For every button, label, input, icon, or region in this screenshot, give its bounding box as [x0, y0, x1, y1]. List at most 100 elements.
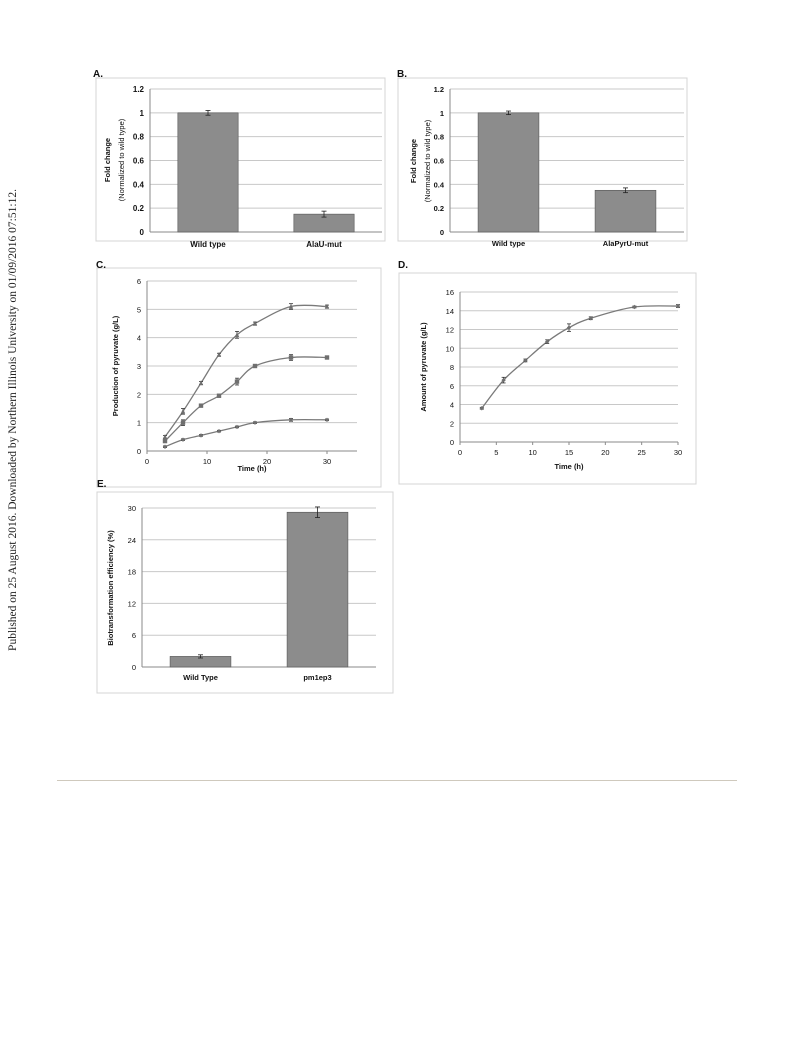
x-tick-label: 0 [145, 457, 149, 466]
y-tick-label: 1.2 [434, 85, 444, 94]
data-point [523, 358, 528, 363]
y-tick-label: 12 [446, 326, 454, 335]
y-tick-label: 30 [128, 504, 136, 513]
data-point [288, 355, 294, 360]
panel-letter: E. [97, 479, 107, 490]
bar [286, 511, 349, 668]
y-tick-label: 18 [128, 568, 136, 577]
data-point [180, 408, 186, 414]
chart-frame [96, 491, 394, 694]
series-line [164, 418, 328, 448]
y-axis-label: Biotransformation efficiency (%) [106, 530, 115, 646]
data-point [162, 444, 168, 449]
y-tick-label: 1.2 [133, 85, 145, 94]
data-point [675, 303, 681, 309]
y-tick-label: 10 [446, 344, 454, 353]
bar [594, 189, 657, 233]
x-tick-label: 5 [494, 448, 498, 457]
data-point [252, 363, 258, 369]
data-point [252, 420, 258, 425]
panel-c-chart: C. 0 1 2 3 4 5 6 Production of pyruvate (g/L) 0 10… [96, 260, 382, 488]
x-axis-label: Time (h) [554, 462, 584, 471]
x-tick-label: 0 [458, 448, 462, 457]
series-line [481, 305, 679, 409]
data-point [588, 316, 593, 321]
y-axis-label: Amount of pyruvate (g/L) [419, 322, 428, 412]
chart-frame [398, 272, 697, 485]
data-point [234, 379, 240, 384]
y-tick-label: 1 [140, 109, 145, 118]
data-point [545, 339, 550, 344]
data-point [162, 438, 168, 444]
category-label: AlaPyrU-mut [603, 239, 649, 248]
y-tick-label: 3 [137, 362, 141, 371]
y-tick-label: 0.6 [434, 157, 444, 166]
panel-letter: D. [398, 260, 408, 271]
panel-letter: A. [93, 69, 103, 80]
series-line [164, 356, 328, 442]
y-tick-label: 6 [132, 631, 136, 640]
panel-d-chart: D. 0 2 4 6 8 10 12 14 16 Amount of pyruvate (g/L) 0… [398, 260, 697, 485]
category-label: Wild type [190, 240, 226, 249]
x-tick-label: 30 [674, 448, 682, 457]
y-tick-label: 0 [440, 228, 444, 237]
data-point [180, 437, 186, 442]
y-tick-label: 16 [446, 288, 454, 297]
y-tick-label: 8 [450, 363, 454, 372]
x-axis-label: Time (h) [237, 464, 267, 473]
category-label: pm1ep3 [303, 673, 331, 682]
data-point [162, 434, 168, 440]
chart-frame [96, 267, 382, 488]
y-tick-label: 4 [450, 401, 454, 410]
data-point [216, 351, 222, 357]
y-tick-label: 0 [140, 228, 145, 237]
data-point [288, 303, 294, 309]
y-axis-label: Production of pyruvate (g/L) [111, 315, 120, 416]
y-tick-label: 6 [137, 277, 141, 286]
y-tick-label: 2 [137, 390, 141, 399]
y-tick-label: 0 [132, 663, 136, 672]
x-tick-label: 15 [565, 448, 573, 457]
y-tick-label: 0.2 [133, 204, 145, 213]
y-tick-label: 0.2 [434, 204, 444, 213]
x-tick-label: 20 [263, 457, 271, 466]
panel-a-chart: A. 0 0.2 0.4 0.6 0.8 1 1.2 Fold change (Normalize… [93, 69, 386, 249]
x-tick-label: 25 [637, 448, 645, 457]
y-tick-label: 1 [137, 419, 141, 428]
category-label: Wild Type [183, 673, 218, 682]
category-label: AlaU-mut [306, 240, 342, 249]
data-point [288, 417, 294, 423]
y-tick-label: 6 [450, 382, 454, 391]
x-tick-label: 10 [203, 457, 211, 466]
x-tick-label: 30 [323, 457, 331, 466]
y-tick-label: 0.6 [133, 157, 145, 166]
data-point [324, 417, 330, 423]
data-point [252, 320, 258, 326]
data-point [324, 303, 330, 309]
data-point [501, 377, 506, 383]
data-point [198, 380, 204, 386]
y-axis-label-secondary: (Normalized to wild type) [117, 118, 126, 201]
panel-b-chart: B. 0 0.2 0.4 0.6 0.8 1 1.2 Fold change (Normalize… [397, 69, 688, 248]
chart-frame [95, 77, 386, 242]
data-point [216, 428, 222, 434]
y-tick-label: 0.4 [133, 180, 145, 189]
x-tick-label: 20 [601, 448, 609, 457]
data-point [198, 403, 204, 408]
y-tick-label: 24 [128, 536, 136, 545]
y-tick-label: 0.4 [434, 180, 445, 189]
y-tick-label: 0 [137, 447, 141, 456]
series-line [164, 304, 328, 438]
y-tick-label: 1 [440, 109, 444, 118]
y-tick-label: 12 [128, 599, 136, 608]
y-axis-label-secondary: (Normalized to wild type) [423, 119, 432, 202]
y-tick-label: 5 [137, 305, 141, 314]
data-point [479, 406, 484, 411]
y-tick-label: 4 [137, 334, 141, 343]
data-point [566, 325, 572, 330]
data-point [234, 424, 240, 430]
category-label: Wild type [492, 239, 525, 248]
data-point [198, 433, 204, 438]
data-point [216, 393, 222, 398]
